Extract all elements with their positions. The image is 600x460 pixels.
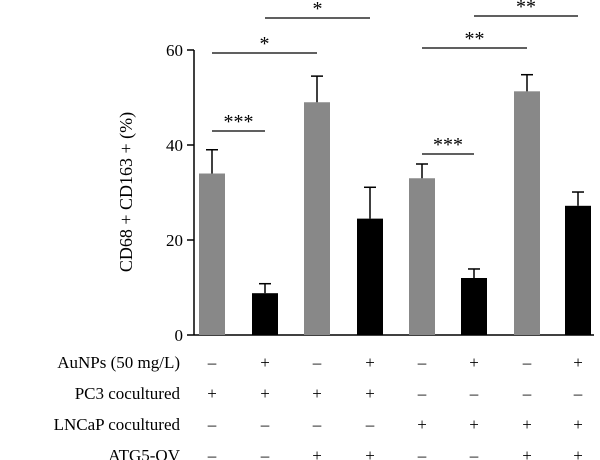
- condition-sign: +: [312, 446, 322, 460]
- condition-sign: –: [417, 446, 427, 460]
- significance-label: **: [516, 0, 536, 18]
- condition-sign: +: [365, 384, 375, 403]
- condition-sign: +: [312, 384, 322, 403]
- y-tick-label: 20: [166, 231, 183, 250]
- condition-sign: –: [417, 384, 427, 403]
- condition-sign: +: [469, 353, 479, 372]
- condition-sign: –: [207, 415, 217, 434]
- condition-sign: –: [417, 353, 427, 372]
- y-tick-label: 60: [166, 41, 183, 60]
- significance-label: ***: [433, 134, 463, 156]
- bar: [409, 178, 435, 335]
- condition-sign: –: [260, 446, 270, 460]
- condition-sign: +: [260, 353, 270, 372]
- condition-sign: +: [573, 446, 583, 460]
- y-tick-label: 0: [175, 326, 184, 345]
- condition-sign: +: [207, 384, 217, 403]
- bar: [514, 91, 540, 335]
- condition-sign: –: [207, 353, 217, 372]
- condition-sign: +: [469, 415, 479, 434]
- condition-label: ATG5-OV: [108, 446, 180, 460]
- condition-sign: +: [260, 384, 270, 403]
- condition-sign: –: [469, 446, 479, 460]
- bars: [199, 73, 591, 335]
- condition-sign: +: [365, 353, 375, 372]
- condition-sign: +: [522, 446, 532, 460]
- condition-sign: +: [417, 415, 427, 434]
- bar: [461, 278, 487, 335]
- significance-label: ***: [224, 111, 254, 133]
- condition-label: LNCaP cocultured: [54, 415, 181, 434]
- bar: [252, 293, 278, 335]
- condition-sign: –: [260, 415, 270, 434]
- condition-sign: –: [312, 353, 322, 372]
- condition-sign: –: [522, 384, 532, 403]
- bar: [565, 205, 591, 335]
- condition-label: AuNPs (50 mg/L): [57, 353, 180, 372]
- bar: [199, 173, 225, 335]
- condition-sign: –: [522, 353, 532, 372]
- condition-sign: +: [365, 446, 375, 460]
- bar: [357, 218, 383, 335]
- y-tick-label: 40: [166, 136, 183, 155]
- condition-sign: –: [312, 415, 322, 434]
- significance-label: **: [465, 28, 485, 50]
- y-axis-label: CD68 + CD163 + (%): [116, 112, 137, 272]
- condition-sign: +: [573, 353, 583, 372]
- condition-sign: +: [573, 415, 583, 434]
- condition-sign: –: [469, 384, 479, 403]
- condition-sign: +: [522, 415, 532, 434]
- condition-sign: –: [365, 415, 375, 434]
- bar: [304, 102, 330, 335]
- significance-label: *: [313, 0, 323, 20]
- significance-label: *: [260, 33, 270, 55]
- significance-brackets: ************: [212, 0, 578, 156]
- condition-sign: –: [573, 384, 583, 403]
- condition-table: AuNPs (50 mg/L) – + – + – + – + PC3 cocultured + + +…: [54, 353, 583, 460]
- condition-label: PC3 cocultured: [75, 384, 181, 403]
- condition-sign: –: [207, 446, 217, 460]
